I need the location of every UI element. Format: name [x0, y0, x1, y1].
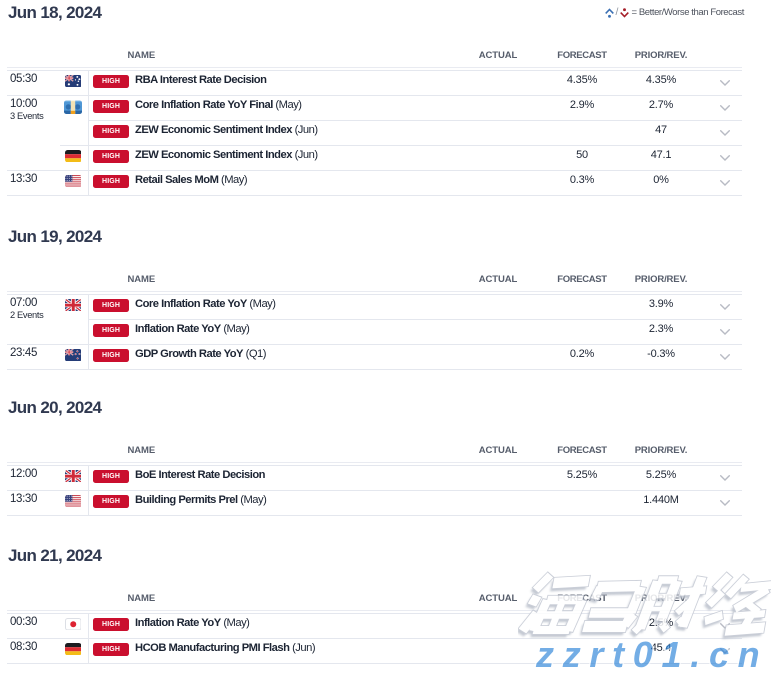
- svg-text:zzrt01.cn: zzrt01.cn: [535, 634, 768, 673]
